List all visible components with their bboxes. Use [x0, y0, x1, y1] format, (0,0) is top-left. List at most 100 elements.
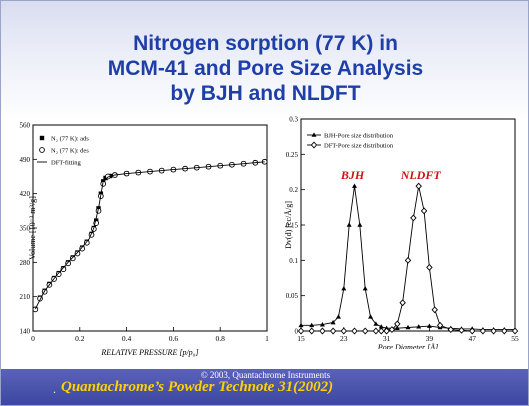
x-tick-label: 0.2	[75, 334, 85, 343]
title-background	[1, 1, 528, 121]
data-point	[388, 326, 396, 334]
y-tick-label: 280	[20, 259, 31, 267]
data-point	[32, 306, 39, 313]
data-point	[60, 266, 67, 273]
plot-frame	[32, 124, 268, 332]
data-point	[378, 327, 385, 335]
data-point	[309, 322, 315, 328]
data-point	[383, 327, 390, 335]
reference-bullet: .	[53, 382, 56, 396]
data-point	[479, 327, 487, 335]
series-line	[301, 186, 515, 331]
copyright-text: © 2003, Quantachrome Instruments	[200, 370, 331, 380]
data-point	[399, 299, 406, 307]
x-tick-label: 39	[426, 334, 434, 343]
x-axis-label: Pore Diameter [Å]	[377, 343, 439, 349]
data-point	[351, 327, 358, 335]
x-tick-label: 47	[468, 334, 476, 343]
title-line-2: MCM-41 and Pore Size Analysis	[107, 57, 424, 80]
y-tick-label: 210	[20, 293, 31, 301]
data-point	[341, 286, 347, 291]
series-2	[297, 182, 519, 335]
data-point	[83, 239, 90, 246]
legend-label: DFT-Pore size distribution	[324, 143, 394, 150]
data-point	[404, 256, 412, 264]
slide-title: Nitrogen sorption (77 K) in MCM-41 and P…	[1, 31, 528, 106]
series-line	[34, 161, 265, 310]
legend-label: N₂ (77 K): des	[51, 148, 89, 155]
legend-marker	[310, 141, 318, 149]
data-point	[352, 183, 357, 188]
legend-marker	[39, 135, 45, 141]
y-tick-label: 0.15	[286, 222, 299, 230]
y-tick-label: 0.05	[286, 292, 299, 300]
footer-band	[1, 369, 528, 405]
data-point	[319, 322, 325, 327]
x-tick-label: 23	[340, 334, 348, 343]
data-point	[346, 222, 352, 227]
plot-frame	[300, 118, 516, 332]
title-line-1: Nitrogen sorption (77 K) in	[133, 32, 398, 55]
isotherm-chart: 0 0.2 0.4 0.6 0.8 1 140 210 280 350 420 490 560 RELAT…	[20, 122, 270, 358]
data-point	[405, 324, 411, 330]
data-point	[319, 327, 326, 335]
data-point	[65, 260, 71, 267]
data-point	[426, 323, 432, 328]
bjh-annotation: BJH	[340, 168, 365, 182]
y-tick-label: 490	[20, 156, 31, 164]
x-tick-label: 0.6	[169, 334, 179, 343]
y-tick-label: 0.3	[289, 116, 298, 124]
y-tick-label: 140	[20, 328, 31, 336]
x-tick-label: 0.4	[122, 334, 132, 343]
legend: N₂ (77 K): ads N₂ (77 K): des DFT-fitting	[37, 136, 89, 167]
data-point	[394, 320, 401, 328]
legend-label: BJH-Pore size distribution	[324, 133, 394, 140]
data-point	[69, 255, 76, 262]
legend-marker	[39, 147, 45, 153]
nldft-annotation: NLDFT	[400, 168, 442, 182]
y-tick-label: 0.1	[289, 257, 298, 265]
data-point	[357, 222, 363, 227]
y-tick-label: 420	[20, 190, 31, 198]
x-tick-label: 0.8	[216, 334, 226, 343]
y-tick-label: 0	[295, 328, 299, 336]
data-point	[372, 327, 380, 335]
data-point	[79, 245, 85, 252]
x-tick-label: 31	[383, 334, 391, 343]
x-axis-label: RELATIVE PRESSURE [p/p₀]	[100, 348, 198, 357]
x-tick-label: 15	[297, 334, 305, 343]
data-point	[335, 314, 341, 319]
data-point	[394, 325, 400, 330]
data-point	[501, 327, 508, 335]
y-tick-label: 0.2	[289, 186, 298, 194]
title-line-3: by BJH and NLDFT	[170, 82, 361, 105]
data-point	[368, 314, 374, 319]
legend-marker	[311, 132, 317, 137]
data-point	[330, 319, 336, 325]
data-point	[329, 327, 337, 335]
y-axis-label: Volume [10⁻³ m³/g]	[28, 196, 37, 260]
legend: BJH-Pore size distribution DFT-Pore size …	[307, 132, 394, 150]
data-point	[468, 327, 476, 335]
reference-text: Quantachrome’s Powder Technote 31(2002)	[61, 379, 334, 395]
data-point	[308, 327, 315, 335]
data-point	[431, 306, 438, 314]
series-3	[34, 161, 265, 310]
data-point	[362, 286, 368, 291]
y-tick-label: 350	[20, 225, 31, 233]
data-point	[447, 326, 455, 334]
data-point	[511, 327, 519, 335]
data-point	[340, 327, 348, 335]
data-point	[490, 327, 497, 335]
x-tick-label: 55	[511, 334, 519, 343]
pore-size-chart: 15 23 31 39 47 55 0 0.05 0.1 0.15 0.2 0.25 0.3 Pore D…	[284, 116, 519, 350]
y-tick-label: 560	[20, 122, 31, 130]
legend-label: DFT-fitting	[51, 160, 81, 167]
y-axis-label: Dv(d) [cc/Å/g]	[284, 201, 293, 249]
data-point	[426, 263, 433, 271]
data-point	[373, 321, 379, 326]
data-point	[378, 324, 384, 329]
x-tick-label: 1	[265, 334, 269, 343]
data-point	[415, 182, 422, 190]
